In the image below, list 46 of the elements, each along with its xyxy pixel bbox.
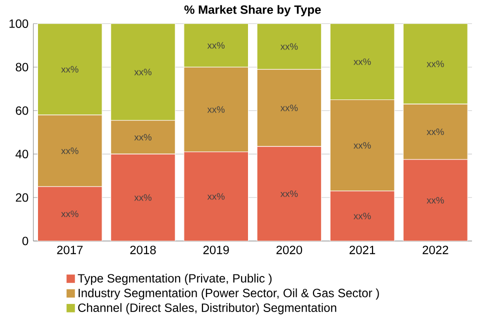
y-tick-label: 80: [16, 62, 28, 72]
data-label: xx%: [61, 148, 78, 154]
data-label: xx%: [280, 104, 298, 112]
legend-label: Industry Segmentation (Power Sector, Oil & Gas Sector ): [78, 288, 379, 300]
y-tick-label: 0: [22, 236, 28, 246]
bar: [110, 154, 176, 241]
y-tick-label: 100: [10, 19, 28, 28]
x-tick-label: 2022: [422, 246, 448, 254]
legend-label: Channel (Direct Sales, Distributor) Segmentation: [78, 303, 336, 314]
y-tick-label: 60: [16, 106, 28, 115]
data-label: xx%: [61, 210, 78, 218]
data-label: xx%: [354, 212, 371, 220]
bar: [184, 24, 249, 68]
bar: [256, 146, 322, 241]
y-tick-label: 20: [16, 193, 28, 202]
x-tick-label: 2021: [350, 246, 376, 254]
bar: [37, 24, 102, 116]
data-label: xx%: [354, 142, 371, 149]
x-tick-label: 2019: [203, 246, 229, 254]
bar: [110, 24, 176, 121]
data-label: xx%: [426, 128, 444, 136]
data-label: xx%: [134, 68, 152, 76]
data-label: xx%: [426, 196, 444, 204]
data-label: xx%: [134, 134, 152, 140]
bar: [330, 190, 395, 241]
data-label: xx%: [280, 190, 298, 197]
data-label: xx%: [207, 193, 225, 200]
bar: [37, 186, 102, 241]
chart-title: % Market Share by Type: [184, 5, 321, 16]
bar: [402, 24, 468, 104]
legend-label: Type Segmentation (Private, Public ): [78, 274, 272, 285]
data-label: xx%: [426, 60, 444, 68]
x-tick-label: 2017: [57, 246, 83, 254]
y-tick-label: 40: [16, 150, 28, 158]
bar: [184, 152, 249, 241]
data-label: xx%: [354, 58, 371, 65]
data-label: xx%: [134, 194, 152, 201]
bar: [330, 24, 395, 100]
data-label: xx%: [61, 66, 78, 73]
x-tick-label: 2020: [276, 246, 302, 254]
data-label: xx%: [207, 42, 225, 49]
bar: [402, 159, 468, 241]
data-label: xx%: [280, 43, 298, 50]
data-label: xx%: [207, 106, 225, 113]
x-tick-label: 2018: [130, 246, 156, 254]
bar: [256, 24, 322, 70]
